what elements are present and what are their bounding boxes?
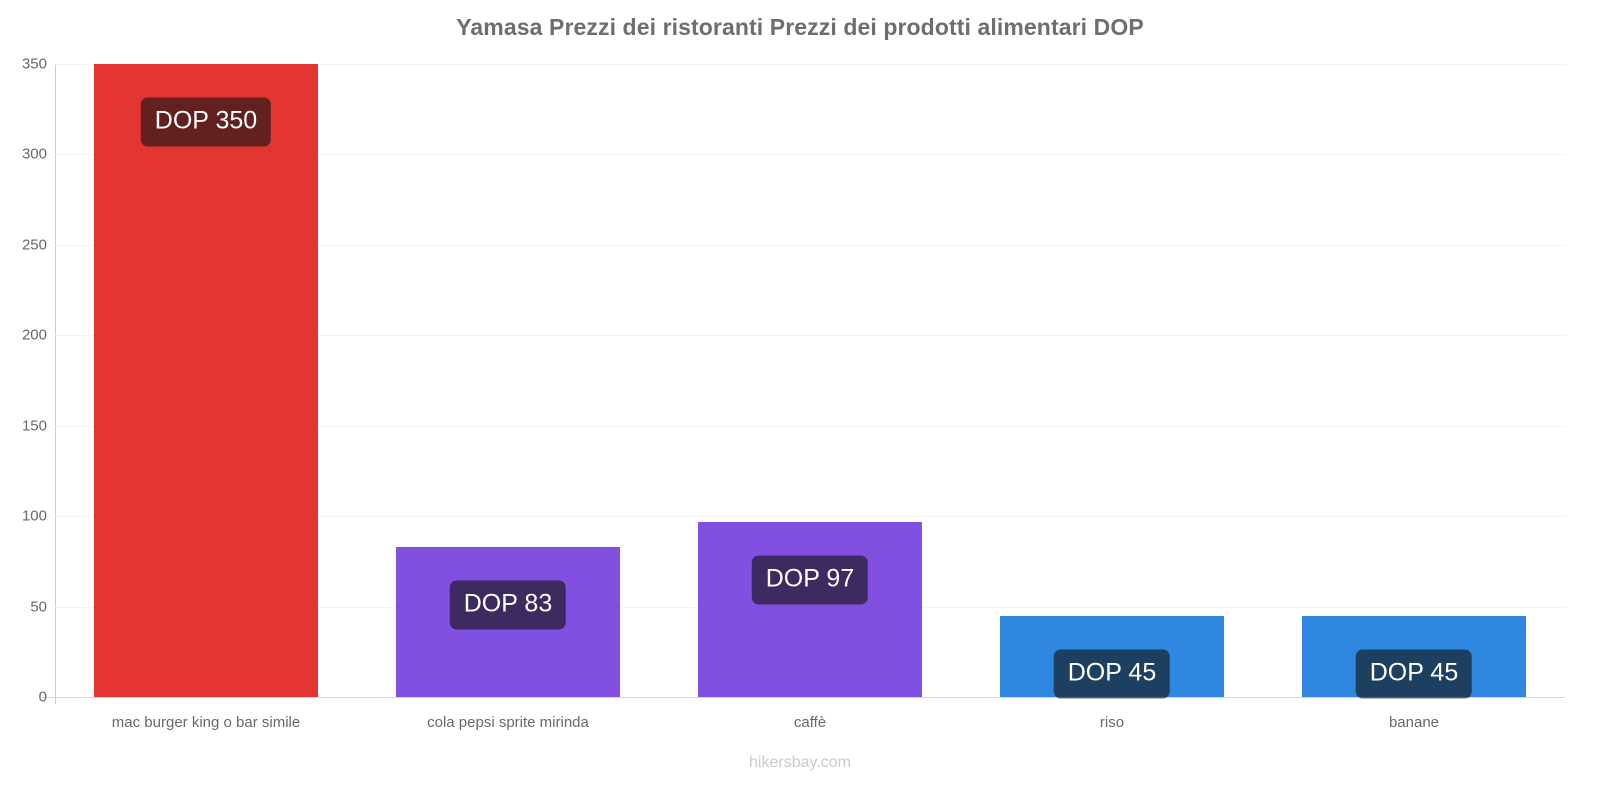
bar-value-label: DOP 83 [449,580,567,630]
y-axis-tick-label: 250 [21,236,47,254]
y-axis-line [55,64,56,704]
x-axis-category-label: banane [1388,714,1440,731]
x-axis-category-label: mac burger king o bar simile [111,714,301,731]
plot-area: DOP 350 DOP 83 DOP 97 DOP 45 DOP 45 [55,64,1565,699]
y-axis-tick-label: 50 [30,598,47,616]
x-axis-category-label: riso [1099,714,1125,731]
bar-value-label: DOP 97 [751,555,869,605]
gridline [55,516,1565,518]
gridline [55,425,1565,427]
y-axis-tick-label: 0 [38,688,47,706]
y-axis-tick-label: 150 [21,417,47,435]
bar[interactable] [697,521,923,697]
bar-value-label: DOP 45 [1355,649,1473,699]
gridline [55,244,1565,246]
y-axis-tick-label: 300 [21,145,47,163]
page-title: Yamasa Prezzi dei ristoranti Prezzi dei … [456,14,1144,40]
bar[interactable] [93,64,319,697]
bar-value-label: DOP 350 [140,97,272,147]
bar-value-label: DOP 45 [1053,649,1171,699]
x-axis-category-label: caffè [793,714,827,731]
gridline [55,154,1565,156]
x-axis-line [42,697,1565,698]
x-axis-category-label: cola pepsi sprite mirinda [427,714,589,731]
y-axis-tick-label: 200 [21,326,47,344]
gridline [55,335,1565,337]
y-axis-tick-label: 350 [21,55,47,73]
y-axis-tick-label: 100 [21,507,47,525]
gridline [55,64,1565,65]
watermark-text: hikersbay.com [749,754,851,771]
